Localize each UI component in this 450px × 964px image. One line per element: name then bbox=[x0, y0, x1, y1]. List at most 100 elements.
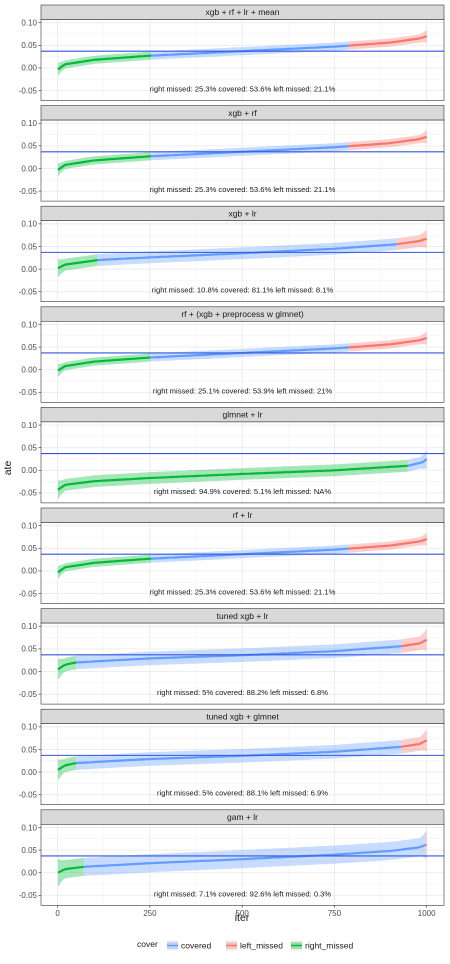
y-tick-label: 0.10 bbox=[21, 220, 37, 229]
ci-ribbon-covered bbox=[407, 449, 427, 472]
panel-border bbox=[40, 522, 445, 604]
y-tick-label: -0.05 bbox=[19, 589, 38, 598]
y-tick-label: 0.00 bbox=[21, 164, 37, 173]
estimate-line-left_missed bbox=[401, 739, 428, 748]
estimate-line-right_missed bbox=[57, 661, 77, 671]
coverage-annotation: right missed: 25.3% covered: 53.6% left … bbox=[150, 588, 336, 597]
x-axis-title: iter bbox=[235, 912, 250, 924]
estimate-line-covered bbox=[83, 844, 426, 868]
estimate-line-left_missed bbox=[401, 638, 428, 648]
legend-title: cover bbox=[137, 939, 158, 949]
estimate-line-right_missed bbox=[57, 155, 152, 171]
estimate-line-right_missed bbox=[57, 865, 84, 874]
legend-label: covered bbox=[181, 941, 212, 951]
x-tick-label: 750 bbox=[328, 909, 342, 918]
estimate-line-right_missed bbox=[57, 356, 151, 372]
legend-item-left_missed: left_missed bbox=[226, 940, 283, 951]
ci-ribbon-right_missed bbox=[58, 254, 98, 278]
estimate-line-right_missed bbox=[57, 557, 152, 574]
y-tick-label: 0.00 bbox=[21, 466, 37, 475]
gridlines bbox=[41, 623, 444, 705]
y-tick-label: 0.05 bbox=[21, 142, 37, 151]
y-tick-label: 0.05 bbox=[21, 645, 37, 654]
panel-border bbox=[40, 119, 445, 202]
y-tick-label: -0.05 bbox=[19, 288, 38, 297]
estimate-line-right_missed bbox=[57, 464, 408, 491]
estimate-line-right_missed bbox=[57, 259, 98, 270]
y-tick-label: 0.00 bbox=[21, 567, 37, 576]
y-axis-title: ate bbox=[2, 461, 14, 476]
facet-panel: rf + (xgb + preprocess w glmnet) right mi… bbox=[19, 306, 445, 403]
panel-border bbox=[40, 622, 445, 705]
y-tick-label: 0.00 bbox=[21, 869, 37, 878]
y-tick-label: -0.05 bbox=[19, 891, 38, 900]
x-tick-label: 1000 bbox=[418, 909, 436, 918]
x-tick-label: 0 bbox=[55, 909, 60, 918]
facet-title: glmnet + lr bbox=[223, 410, 263, 420]
panel-border bbox=[40, 823, 445, 906]
panel-border bbox=[40, 723, 445, 806]
estimate-line-right_missed bbox=[57, 762, 77, 771]
y-tick-label: 0.05 bbox=[21, 846, 37, 855]
panel-border bbox=[40, 320, 445, 403]
x-tick-label: 250 bbox=[143, 909, 157, 918]
coverage-annotation: right missed: 5% covered: 88.2% left mis… bbox=[157, 688, 328, 697]
y-tick-label: 0.05 bbox=[21, 544, 37, 553]
coverage-annotation: right missed: 25.3% covered: 53.6% left … bbox=[150, 85, 336, 94]
legend: cover covered left_missed right_missed bbox=[137, 939, 353, 951]
y-tick-label: 0.10 bbox=[21, 18, 37, 27]
facet-title: tuned xgb + lr bbox=[217, 611, 269, 621]
facet-panel: xgb + rf + lr + mean right missed: 25.3% … bbox=[19, 4, 445, 101]
coverage-annotation: right missed: 10.8% covered: 81.1% left … bbox=[152, 286, 334, 295]
estimate-line-left_missed bbox=[348, 538, 428, 550]
y-tick-label: 0.00 bbox=[21, 768, 37, 777]
ci-ribbon-left_missed bbox=[401, 629, 427, 653]
gridlines bbox=[41, 321, 444, 403]
y-tick-label: 0.05 bbox=[21, 745, 37, 754]
y-tick-label: 0.00 bbox=[21, 265, 37, 274]
y-tick-label: 0.10 bbox=[21, 622, 37, 631]
y-tick-label: -0.05 bbox=[19, 187, 38, 196]
facet-panel: gam + lr right missed: 7.1% covered: 92.6… bbox=[19, 809, 445, 918]
ci-ribbon-left_missed bbox=[396, 229, 427, 251]
panel-border bbox=[40, 19, 445, 101]
x-tick-label: 500 bbox=[235, 909, 249, 918]
gridlines bbox=[41, 421, 444, 503]
y-tick-label: -0.05 bbox=[19, 690, 38, 699]
y-tick-label: -0.05 bbox=[19, 388, 38, 397]
gridlines bbox=[41, 723, 444, 805]
facet-title: xgb + rf bbox=[228, 108, 257, 118]
y-tick-label: 0.10 bbox=[21, 320, 37, 329]
estimate-line-covered bbox=[97, 243, 397, 262]
y-tick-label: 0.00 bbox=[21, 366, 37, 375]
gridlines bbox=[41, 120, 444, 202]
coverage-annotation: right missed: 94.9% covered: 5.1% left m… bbox=[154, 487, 332, 496]
ci-ribbon-covered bbox=[83, 831, 426, 876]
panel-border bbox=[40, 220, 445, 302]
facet-panel: tuned xgb + glmnet right missed: 5% cover… bbox=[19, 708, 445, 806]
ci-ribbon-left_missed bbox=[401, 729, 427, 754]
estimate-line-left_missed bbox=[348, 135, 428, 148]
legend-item-right_missed: right_missed bbox=[291, 940, 353, 951]
y-tick-label: -0.05 bbox=[19, 791, 38, 800]
estimate-line-left_missed bbox=[396, 237, 428, 246]
legend-label: left_missed bbox=[240, 941, 283, 951]
y-tick-label: 0.05 bbox=[21, 242, 37, 251]
y-tick-label: -0.05 bbox=[19, 489, 38, 498]
facet-panel: tuned xgb + lr right missed: 5% covered: … bbox=[19, 608, 445, 705]
legend-item-covered: covered bbox=[167, 940, 212, 951]
estimate-line-left_missed bbox=[349, 336, 428, 349]
estimate-line-right_missed bbox=[57, 54, 152, 71]
ci-ribbon-right_missed bbox=[58, 756, 77, 781]
y-tick-label: 0.10 bbox=[21, 421, 37, 430]
estimate-line-covered bbox=[407, 458, 428, 467]
y-tick-label: 0.10 bbox=[21, 119, 37, 128]
facet-panel: rf + lr right missed: 25.3% covered: 53.6… bbox=[19, 507, 445, 604]
y-tick-label: 0.05 bbox=[21, 343, 37, 352]
facet-title: xgb + rf + lr + mean bbox=[206, 7, 280, 17]
y-tick-label: 0.05 bbox=[21, 41, 37, 50]
coverage-annotation: right missed: 25.1% covered: 53.9% left … bbox=[153, 386, 333, 395]
y-tick-label: 0.10 bbox=[21, 823, 37, 832]
facet-panel: glmnet + lr right missed: 94.9% covered: … bbox=[19, 407, 445, 504]
